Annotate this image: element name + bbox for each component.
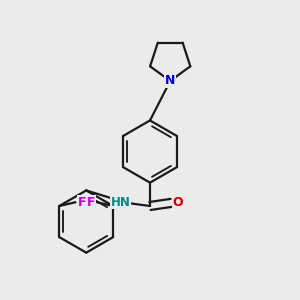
Text: F: F: [77, 196, 86, 209]
Text: O: O: [173, 196, 183, 209]
Text: N: N: [165, 74, 175, 87]
Text: HN: HN: [110, 196, 130, 209]
Text: F: F: [86, 196, 95, 209]
